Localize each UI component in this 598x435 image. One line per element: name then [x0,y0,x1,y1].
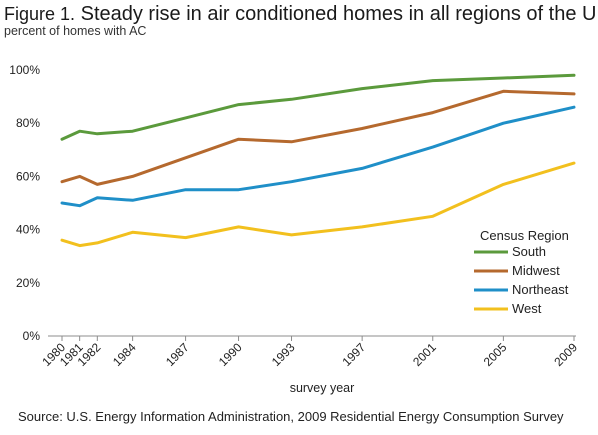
x-tick-label: 2009 [551,340,580,369]
x-tick-label: 1990 [216,340,245,369]
x-tick-label: 1987 [163,340,192,369]
y-tick-label: 20% [16,276,40,290]
y-tick-labels-group: 0% 20% 40% 60% 80% 100% [9,63,40,343]
legend: Census Region South Midwest Northeast West [474,228,569,316]
series-line-midwest [60,89,576,186]
series-line-west [60,161,576,248]
x-tick-label: 1993 [269,340,298,369]
legend-label-northeast: Northeast [512,282,569,297]
x-axis-label: survey year [290,381,355,395]
y-tick-label: 80% [16,116,40,130]
x-tick-label: 1984 [110,340,139,369]
x-tick-label: 2001 [410,340,439,369]
legend-label-west: West [512,301,542,316]
title-text: Steady rise in air conditioned homes in … [80,3,598,25]
series-line-south [60,73,576,141]
legend-label-midwest: Midwest [512,263,560,278]
x-tick-label: 1997 [339,340,368,369]
y-tick-label: 100% [9,63,40,77]
figure-label: Figure 1. [4,4,76,24]
y-tick-label: 60% [16,169,40,183]
series-line-northeast [60,105,576,208]
legend-title: Census Region [480,228,569,243]
series-lines-group [60,73,576,248]
chart-subtitle: percent of homes with AC [4,24,147,38]
x-tick-label: 2005 [481,340,510,369]
y-tick-label: 0% [23,329,41,343]
y-tick-label: 40% [16,223,40,237]
chart-title: Figure 1. Steady rise in air conditioned… [4,3,598,26]
legend-label-south: South [512,244,546,259]
source-note: Source: U.S. Energy Information Administ… [18,409,564,424]
axes-group [48,335,576,341]
